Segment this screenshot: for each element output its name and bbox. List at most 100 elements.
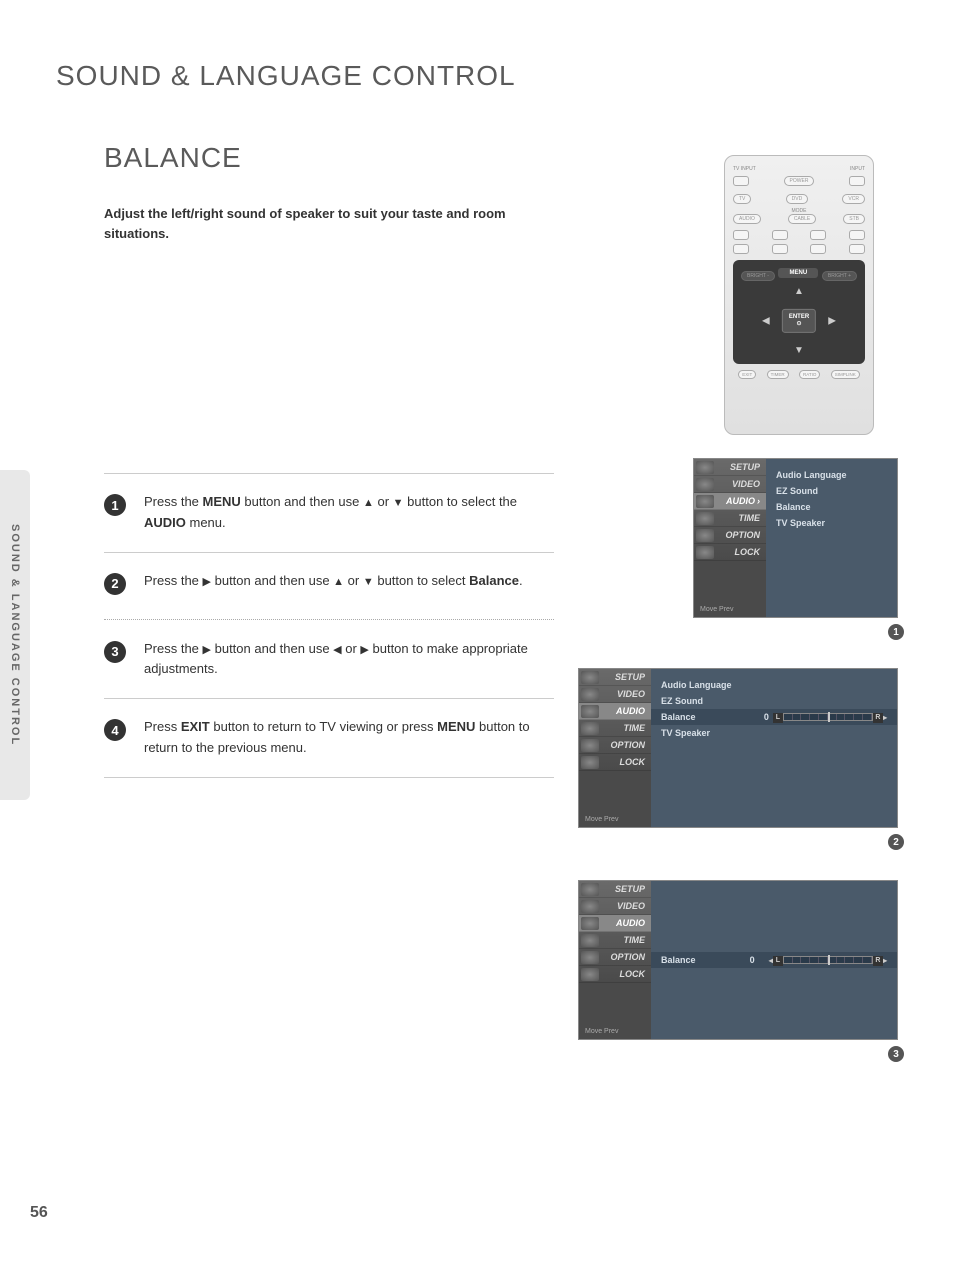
remote-ratio-button: RATIO: [799, 370, 820, 379]
step-badge: 3: [104, 641, 126, 663]
balance-label: Balance: [661, 955, 696, 965]
remote-input-label: INPUT: [850, 166, 865, 172]
step-text: Press the ▶ button and then use ▲ or ▼ b…: [144, 571, 523, 592]
osd-menu-time: TIME: [694, 510, 766, 527]
remote-play-button: [772, 230, 788, 240]
remote-audio-button: AUDIO: [733, 214, 761, 224]
osd-menu-setup: SETUP: [579, 881, 651, 898]
osd-panel: Audio Language EZ Sound Balance 0 L R ▶ …: [651, 669, 897, 827]
remote-rew-button: [772, 244, 788, 254]
osd-row-balance: Balance: [776, 499, 887, 515]
balance-label: Balance: [661, 712, 696, 722]
balance-value: 0: [764, 712, 769, 722]
osd-row-audio-language: Audio Language: [661, 677, 887, 693]
right-arrow-icon: ▶: [828, 316, 836, 327]
remote-bright-minus: BRIGHT -: [741, 271, 775, 281]
remote-dpad: ▲ ▼ ◀ ▶ ENTER ⊙: [754, 286, 844, 356]
remote-illustration: TV INPUT INPUT POWER TV DVD VCR MODE AUD…: [724, 155, 874, 435]
osd-row-audio-language: Audio Language: [776, 467, 887, 483]
balance-left-label: L: [773, 713, 783, 723]
remote-ff-button: [810, 244, 826, 254]
remote-pause-button: [810, 230, 826, 240]
remote-stb-button: STB: [843, 214, 865, 224]
osd-menu-setup: SETUP: [579, 669, 651, 686]
manual-page: SOUND & LANGUAGE CONTROL BALANCE Adjust …: [0, 0, 954, 1272]
remote-prev-button: [733, 244, 749, 254]
osd-panel: Audio Language EZ Sound Balance TV Speak…: [766, 459, 897, 617]
remote-dpad-area: BRIGHT - MENU BRIGHT + ▲ ▼ ◀ ▶ ENTER ⊙: [733, 260, 865, 364]
osd-row-tv-speaker: TV Speaker: [776, 515, 887, 531]
osd-menu-lock: LOCK: [579, 966, 651, 983]
step-badge: 2: [104, 573, 126, 595]
remote-cable-button: CABLE: [788, 214, 816, 224]
remote-vcr-button: VCR: [842, 194, 865, 204]
balance-slider: L R: [783, 956, 873, 964]
osd-menu-option: OPTION: [694, 527, 766, 544]
osd-menu-video: VIDEO: [694, 476, 766, 493]
balance-right-label: R: [873, 713, 883, 723]
step-2: 2 Press the ▶ button and then use ▲ or ▼…: [104, 553, 554, 613]
osd-row-ez-sound: EZ Sound: [661, 693, 887, 709]
balance-right-label: R: [873, 956, 883, 966]
osd-row-tv-speaker: TV Speaker: [661, 725, 887, 741]
steps-list: 1 Press the MENU button and then use ▲ o…: [104, 473, 554, 778]
osd-screenshot-2: SETUP VIDEO AUDIO TIME OPTION LOCK Move …: [578, 668, 898, 828]
osd-menu: SETUP VIDEO AUDIO TIME OPTION LOCK: [579, 881, 651, 983]
remote-exit-button: EXIT: [738, 370, 756, 379]
osd-menu-video: VIDEO: [579, 898, 651, 915]
remote-power-button: POWER: [784, 176, 815, 186]
side-tab-label: SOUND & LANGUAGE CONTROL: [9, 524, 21, 746]
step-4: 4 Press EXIT button to return to TV view…: [104, 699, 554, 778]
remote-tvinput-label: TV INPUT: [733, 166, 756, 172]
osd-panel: Balance 0 ◀ L R ▶: [651, 881, 897, 1039]
osd-footer: Move Prev: [579, 812, 651, 827]
osd-menu-option: OPTION: [579, 949, 651, 966]
step-badge: 1: [104, 494, 126, 516]
osd-screenshot-1: SETUP VIDEO AUDIO› TIME OPTION LOCK Move…: [693, 458, 898, 618]
osd-row-ez-sound: EZ Sound: [776, 483, 887, 499]
intro-text: Adjust the left/right sound of speaker t…: [104, 204, 524, 243]
osd-menu-time: TIME: [579, 932, 651, 949]
remote-next-button: [849, 244, 865, 254]
step-text: Press the ▶ button and then use ◀ or ▶ b…: [144, 639, 554, 681]
enter-label: ENTER: [789, 314, 809, 320]
osd-menu-video: VIDEO: [579, 686, 651, 703]
main-title: SOUND & LANGUAGE CONTROL: [56, 60, 898, 92]
up-arrow-icon: ▲: [794, 286, 804, 297]
osd-menu-time: TIME: [579, 720, 651, 737]
osd-menu: SETUP VIDEO AUDIO TIME OPTION LOCK: [579, 669, 651, 771]
remote-menu-button: MENU: [778, 268, 818, 278]
osd-badge-2: 2: [888, 834, 904, 850]
osd-menu-audio: AUDIO›: [694, 493, 766, 510]
balance-slider: L R: [783, 713, 873, 721]
osd-row-balance: Balance 0 ◀ L R ▶: [651, 952, 897, 968]
osd-badge-1: 1: [888, 624, 904, 640]
remote-rec-button: [849, 230, 865, 240]
remote-simplink-button: SIMPLINK: [831, 370, 860, 379]
remote-timer-button: TIMER: [767, 370, 789, 379]
osd-screenshot-3: SETUP VIDEO AUDIO TIME OPTION LOCK Move …: [578, 880, 898, 1040]
remote-input-button: [849, 176, 865, 186]
remote-bright-plus: BRIGHT +: [822, 271, 857, 281]
balance-left-label: L: [773, 956, 783, 966]
step-text: Press EXIT button to return to TV viewin…: [144, 717, 554, 759]
step-3: 3 Press the ▶ button and then use ◀ or ▶…: [104, 620, 554, 700]
osd-badge-3: 3: [888, 1046, 904, 1062]
side-tab: SOUND & LANGUAGE CONTROL: [0, 470, 30, 800]
remote-dvd-button: DVD: [786, 194, 809, 204]
osd-menu-option: OPTION: [579, 737, 651, 754]
page-number: 56: [30, 1204, 48, 1222]
step-1: 1 Press the MENU button and then use ▲ o…: [104, 473, 554, 553]
osd-menu-audio: AUDIO: [579, 703, 651, 720]
enter-icon: ⊙: [796, 321, 801, 327]
remote-tv-button: TV: [733, 194, 751, 204]
osd-menu-lock: LOCK: [579, 754, 651, 771]
down-arrow-icon: ▼: [794, 345, 804, 356]
osd-menu: SETUP VIDEO AUDIO› TIME OPTION LOCK: [694, 459, 766, 561]
balance-value: 0: [750, 955, 755, 965]
osd-footer: Move Prev: [694, 602, 766, 617]
remote-tvinput-button: [733, 176, 749, 186]
osd-menu-setup: SETUP: [694, 459, 766, 476]
remote-stop-button: [733, 230, 749, 240]
osd-menu-lock: LOCK: [694, 544, 766, 561]
